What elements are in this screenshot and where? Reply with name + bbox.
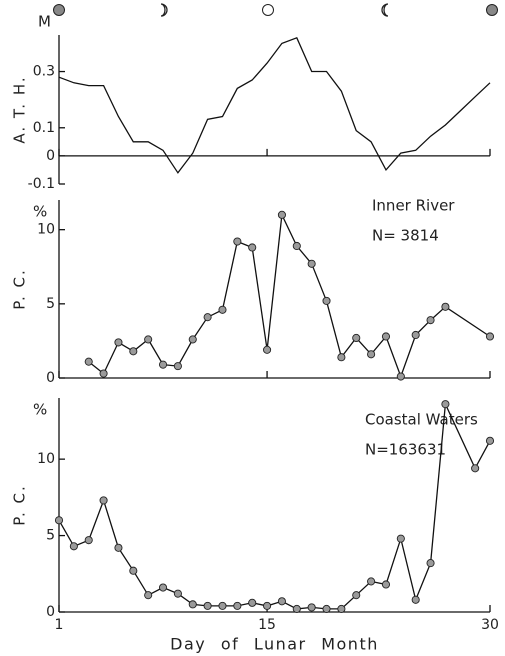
point [233,601,242,610]
y-axis-label: P. C. [11,484,29,526]
point [471,464,480,473]
point [322,296,331,305]
y-tick-label: 5 [46,296,55,312]
y-tick-label: 0 [46,148,55,164]
point [277,597,286,606]
point [188,335,197,344]
point [322,604,331,613]
y-tick-label: 5 [46,528,55,544]
point [381,580,391,589]
point [367,350,376,359]
point [367,577,376,586]
y-tick-label: 0 [46,604,55,620]
point [114,338,123,347]
moon-phases [53,3,498,17]
point [173,362,182,371]
full-moon [262,4,274,16]
new-moon [53,4,65,16]
point [396,534,405,543]
point [292,604,301,613]
point [203,313,212,322]
x-tick-label: 15 [258,617,276,633]
point [277,210,286,219]
first-quarter [160,3,168,17]
point [69,542,78,551]
point [188,600,197,609]
annotation: N= 3814 [372,227,439,245]
y-axis-label: A. T. H. [11,75,29,143]
point [218,305,227,314]
annotation: Inner River [372,197,455,215]
point [144,591,153,600]
point [129,347,138,356]
point [381,332,391,341]
point [144,335,153,344]
y-tick-label: 0.3 [33,64,55,80]
unit-label: % [33,203,47,221]
point [263,601,272,610]
point [248,598,257,607]
point [99,496,108,505]
y-axis-label: P. C. [11,268,29,310]
y-tick-label: 10 [37,451,55,467]
point [441,400,450,409]
point [173,589,182,598]
x-tick-label: 30 [481,617,499,633]
point [411,595,420,604]
series-line [58,36,491,174]
point [426,316,435,325]
point [292,241,301,251]
point [441,302,450,311]
point [129,566,138,575]
annotation: Coastal Waters [365,411,478,429]
point [337,604,346,613]
point [263,345,272,354]
point [203,601,212,610]
point [485,332,495,341]
point [485,436,495,445]
annotation: N=163631 [365,441,446,459]
point [233,237,242,246]
point [411,330,420,340]
new-moon [486,4,498,16]
point [352,591,361,600]
point [84,536,93,545]
point [218,601,227,610]
point [337,353,346,362]
y-tick-label: 0.1 [33,120,55,136]
point [307,603,316,612]
point [248,243,257,252]
point [158,360,168,369]
series-line [88,212,491,379]
point [352,333,361,343]
point [99,369,108,378]
x-tick-label: 1 [55,617,64,633]
series-line [58,401,491,610]
y-tick-label: -0.1 [28,176,55,192]
y-tick-label: 0 [46,370,55,386]
point [114,543,123,552]
unit-label: % [33,401,47,419]
y-tick-label: 10 [37,222,55,238]
point [396,372,405,381]
last-quarter [381,3,389,17]
point [158,583,168,592]
unit-label: M [38,13,51,31]
point [54,516,64,525]
point [426,559,435,568]
point [84,357,93,366]
x-axis-label: Day of Lunar Month [170,635,379,654]
point [307,259,316,268]
